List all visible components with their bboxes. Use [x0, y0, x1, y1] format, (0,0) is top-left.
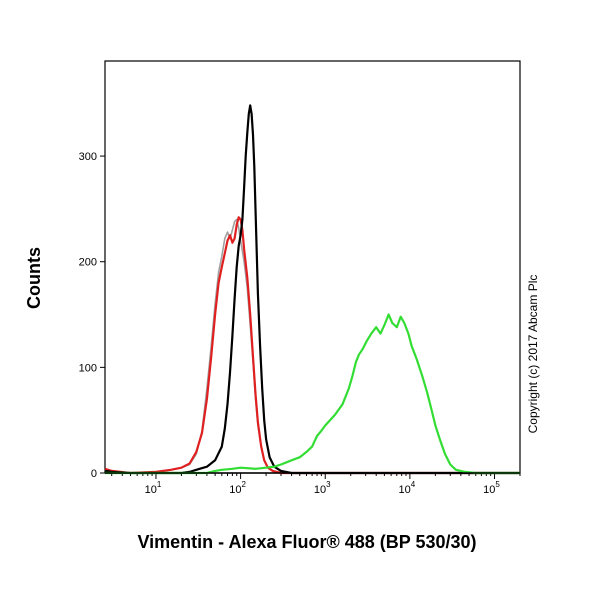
histogram-series-line-4: [105, 313, 520, 475]
x-tick-exponent: 2: [241, 480, 246, 489]
y-tick-label: 0: [91, 468, 97, 480]
x-tick-base: 10: [145, 484, 157, 496]
copyright-annotation: Copyright (c) 2017 Abcam Plc: [526, 275, 540, 434]
x-tick-exponent: 5: [495, 480, 500, 489]
x-tick-base: 10: [399, 484, 411, 496]
x-tick-base: 10: [314, 484, 326, 496]
y-tick-label: 100: [79, 362, 97, 374]
x-tick-base: 10: [483, 484, 495, 496]
x-tick-exponent: 1: [157, 480, 162, 489]
histogram-series-line-3: [104, 104, 520, 475]
series-layer: [104, 104, 520, 475]
histogram-series-line-2: [104, 216, 520, 475]
x-tick-exponent: 3: [326, 480, 331, 489]
y-tick-label: 200: [79, 257, 97, 269]
x-tick-label: 105: [483, 480, 500, 496]
x-tick-base: 10: [229, 484, 241, 496]
x-tick-label: 101: [145, 480, 162, 496]
y-axis-title: Counts: [24, 247, 44, 309]
x-tick-label: 103: [314, 480, 331, 496]
plot-frame: [104, 60, 521, 474]
y-axis-ticks: 0 100 200 300: [79, 151, 105, 480]
x-axis-ticks: 101 102 103 104 105: [111, 473, 521, 496]
y-tick-label: 300: [79, 151, 97, 163]
x-tick-label: 104: [399, 480, 416, 496]
x-tick-exponent: 4: [411, 480, 416, 489]
x-tick-label: 102: [229, 480, 246, 496]
x-axis-title: Vimentin - Alexa Fluor® 488 (BP 530/30): [137, 532, 476, 552]
